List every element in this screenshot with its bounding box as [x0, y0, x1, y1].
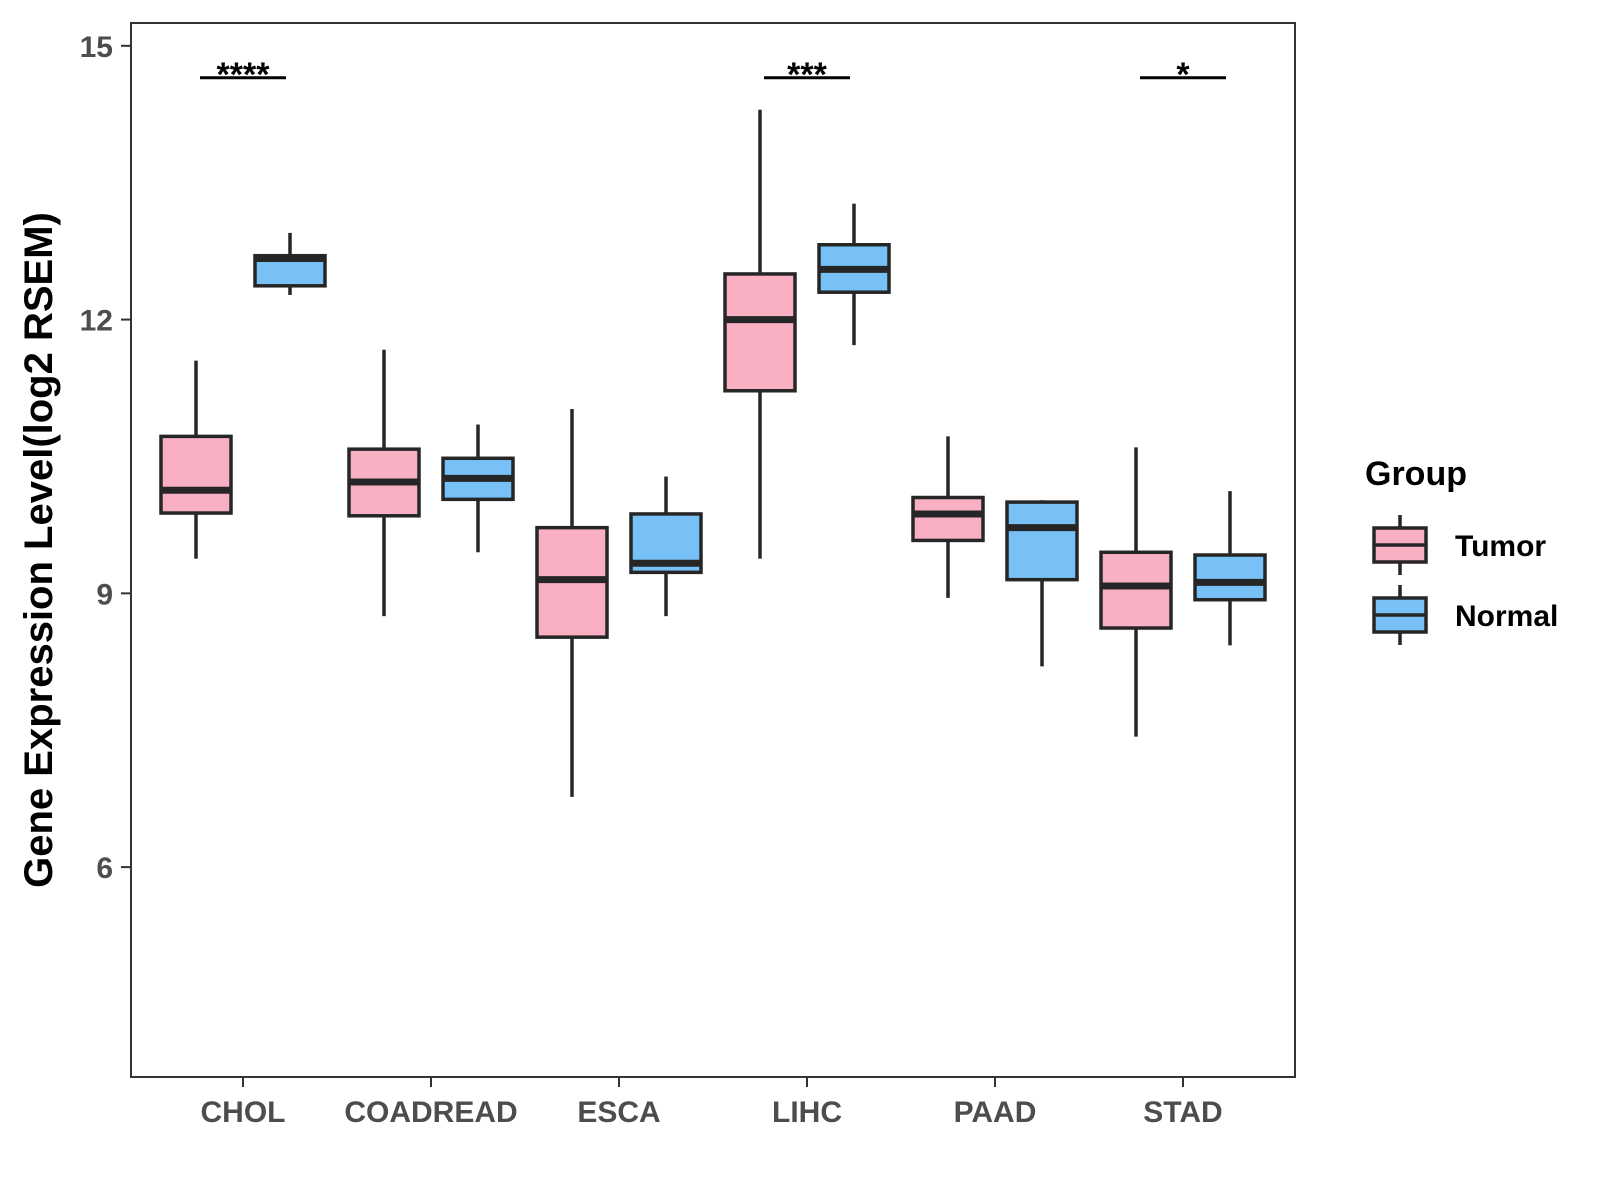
box-tumor-coadread: [347, 349, 421, 617]
x-tick-label: COADREAD: [344, 1096, 517, 1129]
box-body: [723, 272, 797, 393]
box-tumor-paad: [911, 436, 985, 598]
box-normal-lihc: [817, 203, 891, 346]
legend-title: Group: [1365, 455, 1467, 493]
box-tumor-chol: [159, 360, 233, 559]
x-tick-label: STAD: [1143, 1096, 1222, 1129]
box-body: [1005, 500, 1079, 582]
box-tumor-lihc: [723, 109, 797, 559]
box-normal-esca: [629, 476, 703, 617]
box-series: [159, 109, 1267, 797]
x-tick-label: LIHC: [772, 1096, 842, 1129]
x-tick-label: PAAD: [954, 1096, 1037, 1129]
box-normal-coadread: [441, 424, 515, 553]
box-tumor-stad: [1099, 447, 1173, 737]
box-normal-stad: [1193, 491, 1267, 646]
box-tumor-esca: [535, 409, 609, 797]
x-tick-label: ESCA: [577, 1096, 660, 1129]
legend-item-normal: Normal: [1372, 585, 1558, 645]
x-axis: CHOL COADREAD ESCA LIHC PAAD STAD: [201, 1077, 1223, 1129]
series-tumor: [159, 109, 1173, 797]
significance-label: ****: [217, 56, 271, 94]
y-tick-label: 6: [96, 852, 113, 885]
x-tick-label: CHOL: [201, 1096, 286, 1129]
box-normal-paad: [1005, 500, 1079, 667]
y-tick-label: 9: [96, 578, 113, 611]
panel-border: [130, 22, 1296, 1078]
y-tick-label: 15: [80, 31, 113, 64]
legend-label: Tumor: [1455, 530, 1546, 563]
y-axis: 6 9 12 15: [80, 31, 131, 885]
legend-item-tumor: Tumor: [1372, 515, 1546, 575]
box-body: [159, 434, 233, 515]
legend: Group Tumor Normal: [1365, 455, 1558, 645]
box-body: [1099, 550, 1173, 630]
y-tick-label: 12: [80, 305, 113, 338]
significance-label: *: [1176, 56, 1190, 94]
significance-label: ***: [787, 56, 827, 94]
y-axis-title: Gene Expression Level(log2 RSEM): [17, 212, 61, 888]
box-normal-chol: [253, 232, 327, 295]
significance-annotations: **** *** *: [200, 56, 1226, 94]
box-body: [1193, 553, 1267, 602]
series-normal: [253, 203, 1267, 667]
legend-label: Normal: [1455, 600, 1558, 633]
box-body: [911, 495, 985, 543]
